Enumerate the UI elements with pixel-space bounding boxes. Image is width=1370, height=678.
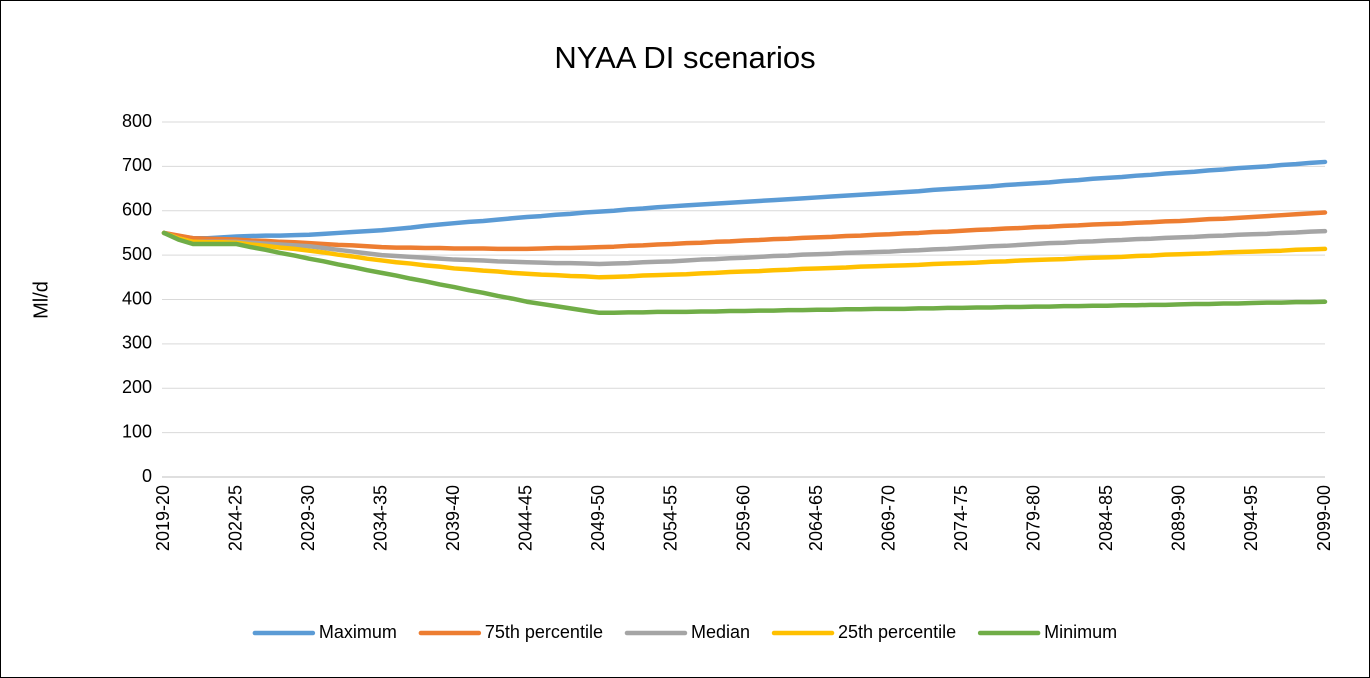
- legend-label: 75th percentile: [485, 622, 603, 642]
- legend-item: Minimum: [977, 622, 1117, 642]
- y-tick-label: 500: [122, 244, 152, 264]
- x-tick-label: 2039-40: [443, 485, 463, 551]
- x-tick-label: 2049-50: [588, 485, 608, 551]
- y-tick-label: 0: [142, 466, 152, 486]
- x-tick-label: 2069-70: [878, 485, 898, 551]
- x-tick-label: 2024-25: [225, 485, 245, 551]
- x-tick-label: 2019-20: [153, 485, 173, 551]
- chart-title: NYAA DI scenarios: [554, 40, 815, 75]
- y-tick-label: 700: [122, 155, 152, 175]
- x-tick-label: 2044-45: [516, 485, 536, 551]
- x-tick-label: 2099-00: [1314, 485, 1334, 551]
- series-line: [161, 230, 1328, 316]
- x-tick-label: 2054-55: [661, 485, 681, 551]
- grid: 0 100 200 300 400 500 600 700 800 2019-20 2024-25 2…: [122, 111, 1334, 551]
- series-line: [161, 230, 1328, 280]
- series-line: [161, 210, 1328, 252]
- legend-item: Median: [624, 622, 750, 642]
- y-tick-label: 600: [122, 200, 152, 220]
- legend-item: 25th percentile: [771, 622, 956, 642]
- series-line: [161, 228, 1328, 267]
- plot-area: [161, 159, 1328, 316]
- y-axis-title: Ml/d: [30, 281, 52, 319]
- x-tick-label: 2084-85: [1096, 485, 1116, 551]
- legend-label: 25th percentile: [838, 622, 956, 642]
- x-tick-label: 2089-90: [1169, 485, 1189, 551]
- y-tick-label: 300: [122, 333, 152, 353]
- x-tick-label: 2074-75: [951, 485, 971, 551]
- y-tick-label: 400: [122, 288, 152, 308]
- y-tick-label: 200: [122, 377, 152, 397]
- x-tick-label: 2079-80: [1024, 485, 1044, 551]
- x-tick-label: 2094-95: [1241, 485, 1261, 551]
- y-tick-label: 100: [122, 421, 152, 441]
- legend-item: 75th percentile: [418, 622, 603, 642]
- x-tick-label: 2064-65: [806, 485, 826, 551]
- y-tick-label: 800: [122, 111, 152, 131]
- legend-label: Minimum: [1044, 622, 1117, 642]
- series-line: [161, 159, 1328, 241]
- legend-label: Maximum: [319, 622, 397, 642]
- x-tick-label: 2034-35: [370, 485, 390, 551]
- legend-label: Median: [691, 622, 750, 642]
- x-tick-label: 2029-30: [298, 485, 318, 551]
- x-tick-label: 2059-60: [733, 485, 753, 551]
- legend-item: Maximum: [252, 622, 397, 642]
- legend: Maximum 75th percentile Median 25th percent…: [252, 622, 1117, 642]
